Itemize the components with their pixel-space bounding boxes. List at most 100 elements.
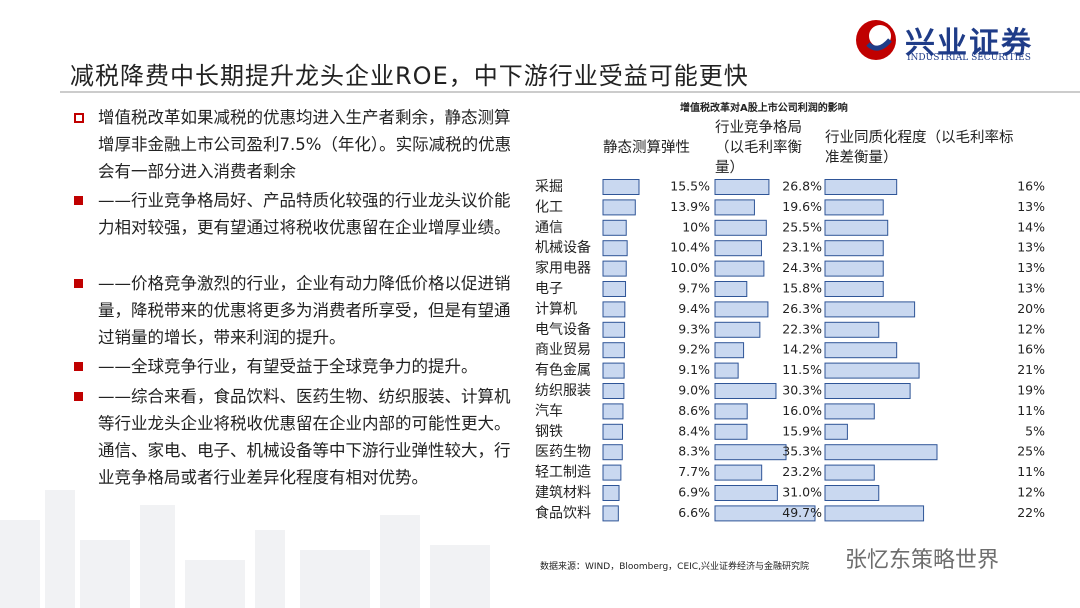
bar: [602, 240, 628, 257]
bullet: ——综合来看，食品饮料、医药生物、纺织服装、计算机等行业龙头企业将税收优惠留在企…: [74, 383, 526, 491]
bar: [602, 423, 624, 440]
value-label: 9.4%: [678, 301, 710, 316]
value-label: 19%: [1017, 383, 1045, 398]
bar: [602, 281, 627, 297]
value-label: 13%: [1017, 260, 1045, 275]
value-label: 23.1%: [782, 240, 822, 255]
value-label: 25%: [1017, 444, 1045, 459]
bar: [602, 219, 627, 236]
bar: [824, 444, 938, 461]
value-label: 13%: [1017, 281, 1045, 296]
bar: [714, 403, 748, 420]
value-label: 15.5%: [670, 179, 710, 194]
bar: [714, 485, 778, 501]
bullet-text: ——价格竞争激烈的行业，企业有动力降低价格以促进销量，降税带来的优惠将更多为消费…: [98, 274, 511, 347]
category-label: 建筑材料: [535, 485, 591, 501]
bar: [714, 301, 769, 318]
bullet-text: ——综合来看，食品饮料、医药生物、纺织服装、计算机等行业龙头企业将税收优惠留在企…: [98, 387, 511, 487]
value-label: 10.0%: [670, 260, 710, 275]
value-label: 13%: [1017, 199, 1045, 214]
value-label: 15.9%: [782, 423, 822, 438]
value-label: 8.6%: [678, 403, 710, 418]
bar: [714, 260, 765, 277]
value-label: 30.3%: [782, 383, 822, 398]
bar: [714, 179, 770, 195]
value-label: 25.5%: [782, 219, 822, 234]
category-label: 电气设备: [535, 321, 591, 338]
value-label: 15.8%: [782, 281, 822, 296]
bullet: ——行业竞争格局好、产品特质化较强的行业龙头议价能力相对较强，更有望通过将税收优…: [74, 187, 526, 241]
column-header: 行业同质化程度（以毛利率标准差衡量）: [825, 130, 1014, 166]
bar: [602, 505, 619, 522]
bar: [714, 342, 745, 359]
category-label: 纺织服装: [535, 383, 591, 399]
value-label: 5%: [1025, 423, 1045, 438]
value-label: 9.0%: [678, 383, 710, 398]
bullet: ——全球竞争行业，有望受益于全球竞争力的提升。: [74, 353, 526, 380]
value-label: 6.9%: [678, 485, 710, 500]
bar: [714, 219, 767, 236]
bar: [824, 505, 925, 522]
value-label: 23.2%: [782, 464, 822, 479]
logo-subtitle: INDUSTRIAL SECURITIES: [907, 53, 1031, 63]
bar: [824, 321, 880, 338]
value-label: 11%: [1017, 464, 1045, 479]
value-label: 49.7%: [782, 505, 822, 520]
category-label: 计算机: [535, 301, 577, 317]
bullet-text: ——行业竞争格局好、产品特质化较强的行业龙头议价能力相对较强，更有望通过将税收优…: [98, 191, 511, 237]
bar: [714, 362, 739, 379]
value-label: 9.3%: [678, 321, 710, 336]
bar: [824, 179, 898, 195]
bar: [602, 342, 625, 359]
value-label: 13.9%: [670, 199, 710, 214]
value-label: 8.4%: [678, 423, 710, 438]
value-label: 9.7%: [678, 281, 710, 296]
bar: [824, 464, 875, 481]
bar: [602, 321, 626, 338]
value-label: 26.8%: [782, 179, 822, 194]
bar: [714, 444, 787, 461]
bar: [824, 199, 884, 216]
bar: [714, 321, 761, 338]
value-label: 26.3%: [782, 301, 822, 316]
bar: [824, 362, 920, 379]
value-label: 11.5%: [782, 362, 822, 377]
category-label: 钢铁: [535, 424, 563, 440]
bar: [824, 423, 848, 440]
chart-title: 增值税改革对A股上市公司利润的影响: [680, 103, 848, 114]
bar: [824, 383, 911, 399]
bar: [602, 383, 625, 399]
category-label: 商业贸易: [535, 342, 591, 358]
bar: [602, 362, 625, 379]
category-label: 采掘: [535, 179, 563, 195]
bar: [714, 199, 755, 216]
category-label: 家用电器: [535, 260, 591, 277]
value-label: 14.2%: [782, 342, 822, 357]
bar: [714, 281, 748, 297]
slide-title: 减税降费中长期提升龙头企业ROE，中下游行业受益可能更快: [70, 62, 749, 90]
category-label: 化工: [535, 199, 563, 215]
bar: [714, 383, 777, 399]
value-label: 11%: [1017, 403, 1045, 418]
bar: [714, 464, 763, 481]
value-label: 13%: [1017, 240, 1045, 255]
category-label: 机械设备: [535, 239, 591, 256]
value-label: 24.3%: [782, 260, 822, 275]
value-label: 14%: [1017, 219, 1045, 234]
bullet: ——价格竞争激烈的行业，企业有动力降低价格以促进销量，降税带来的优惠将更多为消费…: [74, 270, 526, 351]
bar: [824, 301, 916, 318]
bar: [714, 505, 816, 522]
value-label: 9.2%: [678, 342, 710, 357]
category-label: 食品饮料: [535, 504, 591, 521]
value-label: 12%: [1017, 321, 1045, 336]
bar: [602, 444, 623, 461]
value-label: 8.3%: [678, 444, 710, 459]
bar: [714, 240, 762, 257]
value-label: 31.0%: [782, 485, 822, 500]
value-label: 35.3%: [782, 444, 822, 459]
bar: [602, 199, 636, 216]
value-label: 6.6%: [678, 505, 710, 520]
value-label: 22%: [1017, 505, 1045, 520]
